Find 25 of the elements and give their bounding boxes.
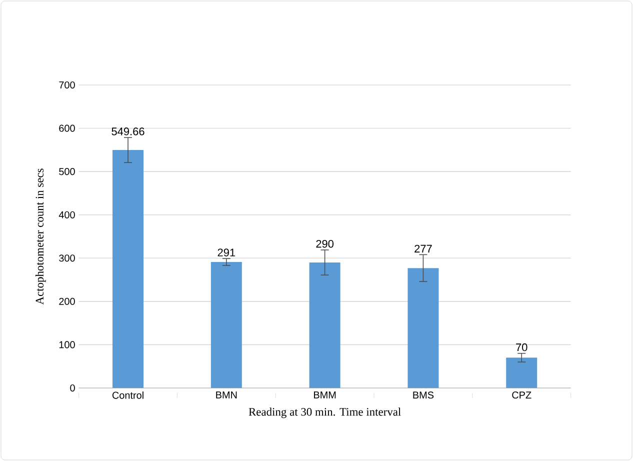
data-label: 291 xyxy=(218,248,236,256)
data-label: 277 xyxy=(414,244,432,252)
x-tick-label: BMS xyxy=(413,392,434,399)
y-axis-title: Actophotometer count in secs xyxy=(35,168,46,305)
y-tick-label: 500 xyxy=(59,168,75,176)
x-tick-label: Control xyxy=(112,392,144,399)
data-label: 290 xyxy=(316,240,334,248)
y-tick-label: 300 xyxy=(59,254,75,262)
x-tick-label: CPZ xyxy=(512,392,532,399)
bar xyxy=(408,268,439,388)
bar xyxy=(210,262,242,388)
y-tick-label: 600 xyxy=(59,124,75,132)
y-tick-label: 400 xyxy=(58,211,75,218)
x-tick-label: BMN xyxy=(216,392,237,398)
data-label: 549.66 xyxy=(112,128,144,136)
y-tick-label: 0 xyxy=(70,384,75,392)
bar xyxy=(506,358,538,388)
x-axis-title: Reading at 30 min. Time interval xyxy=(248,408,401,418)
y-tick-label: 700 xyxy=(59,81,75,89)
x-tick-label: BMM xyxy=(314,392,336,398)
y-tick-label: 200 xyxy=(59,298,75,305)
bar xyxy=(309,262,340,388)
data-label: 70 xyxy=(516,343,528,352)
y-tick-label: 100 xyxy=(59,341,75,348)
bar xyxy=(112,150,144,388)
